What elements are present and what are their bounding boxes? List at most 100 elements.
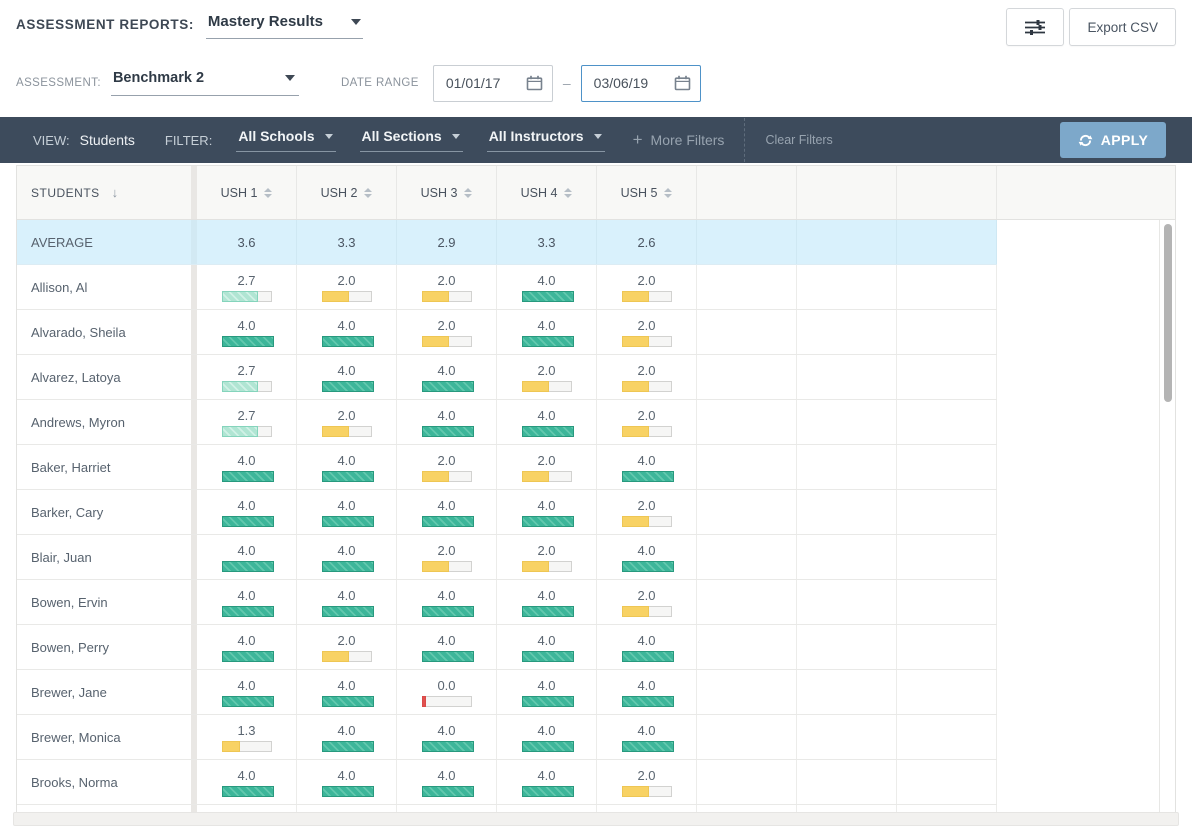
score-cell	[697, 715, 797, 759]
student-name: Alvarez, Latoya	[17, 355, 191, 399]
student-name: Baker, Harriet	[17, 445, 191, 489]
score-cell: 4.0	[397, 490, 497, 534]
score-cell: 0.0	[397, 670, 497, 714]
display-settings-button[interactable]	[1006, 8, 1064, 46]
score-cell: 2.6	[597, 220, 697, 264]
score-bar	[522, 651, 572, 662]
score-cell: 4.0	[297, 490, 397, 534]
score-bar	[422, 651, 472, 662]
score-cell	[697, 445, 797, 489]
sections-filter-dropdown[interactable]: All Sections	[360, 128, 463, 152]
date-from-input[interactable]: 01/01/17	[433, 65, 553, 102]
score-bar	[522, 291, 572, 302]
score-value: 4.0	[437, 498, 455, 513]
student-name: Brooks, Norma	[17, 760, 191, 804]
score-cell	[897, 355, 997, 399]
score-value: 3.3	[337, 235, 355, 250]
vertical-scrollbar-thumb[interactable]	[1164, 224, 1172, 402]
score-value: 2.0	[437, 543, 455, 558]
student-row: Brewer, Monica1.34.04.04.04.0	[17, 715, 997, 760]
student-row: Brooks, Norma4.04.04.04.02.0	[17, 760, 997, 805]
score-cell: 4.0	[497, 625, 597, 669]
score-value: 4.0	[337, 363, 355, 378]
column-header-ush-2[interactable]: USH 2	[297, 166, 397, 219]
date-to-value: 03/06/19	[594, 75, 674, 91]
score-bar	[322, 516, 372, 527]
grid-header: STUDENTS ↓ USH 1 USH 2 USH 3USH 4USH 5	[17, 166, 1175, 220]
column-header-ush-5[interactable]: USH 5	[597, 166, 697, 219]
score-cell: 4.0	[197, 625, 297, 669]
score-cell	[697, 400, 797, 444]
instructors-filter-dropdown[interactable]: All Instructors	[487, 128, 605, 152]
view-label: VIEW:	[33, 133, 70, 148]
score-value: 2.0	[337, 633, 355, 648]
more-filters-label: More Filters	[651, 132, 725, 148]
column-header-ush-1[interactable]: USH 1	[197, 166, 297, 219]
score-bar	[522, 786, 572, 797]
student-row: Bowen, Perry4.02.04.04.04.0	[17, 625, 997, 670]
report-type-dropdown[interactable]: Mastery Results	[206, 13, 363, 39]
student-name: Brewer, Monica	[17, 715, 191, 759]
schools-filter-dropdown[interactable]: All Schools	[236, 128, 335, 152]
score-value: 2.9	[437, 235, 455, 250]
score-value: 4.0	[537, 318, 555, 333]
score-bar	[522, 741, 572, 752]
score-value: 2.7	[237, 363, 255, 378]
student-row: Bowen, Ervin4.04.04.04.02.0	[17, 580, 997, 625]
score-cell: 4.0	[197, 580, 297, 624]
column-header-ush-4[interactable]: USH 4	[497, 166, 597, 219]
score-cell	[697, 670, 797, 714]
score-bar	[622, 741, 672, 752]
score-value: 4.0	[537, 588, 555, 603]
score-cell: 2.0	[597, 400, 697, 444]
students-column-header[interactable]: STUDENTS ↓	[17, 166, 191, 219]
score-bar	[522, 336, 572, 347]
score-cell: 4.0	[297, 445, 397, 489]
sliders-icon	[1024, 19, 1046, 36]
apply-button[interactable]: APPLY	[1060, 122, 1166, 158]
score-cell	[697, 310, 797, 354]
score-cell: 2.0	[597, 580, 697, 624]
score-cell: 4.0	[397, 760, 497, 804]
score-cell: 4.0	[297, 715, 397, 759]
score-cell: 4.0	[397, 355, 497, 399]
score-value: 4.0	[437, 768, 455, 783]
calendar-icon[interactable]	[674, 75, 691, 91]
score-bar	[322, 291, 372, 302]
score-value: 2.0	[537, 453, 555, 468]
score-cell: 2.7	[197, 355, 297, 399]
score-cell: 4.0	[497, 310, 597, 354]
assessment-dropdown[interactable]: Benchmark 2	[111, 70, 299, 96]
more-filters-button[interactable]: + More Filters	[633, 132, 725, 148]
column-header-ush-3[interactable]: USH 3	[397, 166, 497, 219]
score-cell: 4.0	[497, 760, 597, 804]
column-header-label: USH 2	[321, 186, 358, 200]
score-bar	[522, 696, 572, 707]
score-value: 4.0	[337, 768, 355, 783]
score-bar	[422, 426, 472, 437]
column-header-empty	[797, 166, 897, 219]
report-type-value: Mastery Results	[208, 13, 323, 30]
date-to-input[interactable]: 03/06/19	[581, 65, 701, 102]
date-range-separator: –	[563, 75, 571, 91]
score-cell	[897, 580, 997, 624]
score-value: 4.0	[237, 543, 255, 558]
score-bar	[522, 381, 572, 392]
calendar-icon[interactable]	[526, 75, 543, 91]
score-cell: 4.0	[497, 490, 597, 534]
score-value: 4.0	[637, 453, 655, 468]
score-value: 4.0	[637, 633, 655, 648]
score-cell: 4.0	[197, 445, 297, 489]
score-value: 4.0	[337, 543, 355, 558]
score-cell	[697, 625, 797, 669]
score-bar	[622, 426, 672, 437]
horizontal-scrollbar[interactable]	[13, 812, 1179, 826]
score-bar	[622, 471, 672, 482]
score-cell: 2.0	[297, 265, 397, 309]
export-csv-button[interactable]: Export CSV	[1069, 8, 1176, 46]
score-cell	[797, 490, 897, 534]
score-value: 4.0	[237, 498, 255, 513]
clear-filters-button[interactable]: Clear Filters	[765, 133, 832, 147]
score-cell: 3.3	[497, 220, 597, 264]
score-value: 2.0	[537, 363, 555, 378]
